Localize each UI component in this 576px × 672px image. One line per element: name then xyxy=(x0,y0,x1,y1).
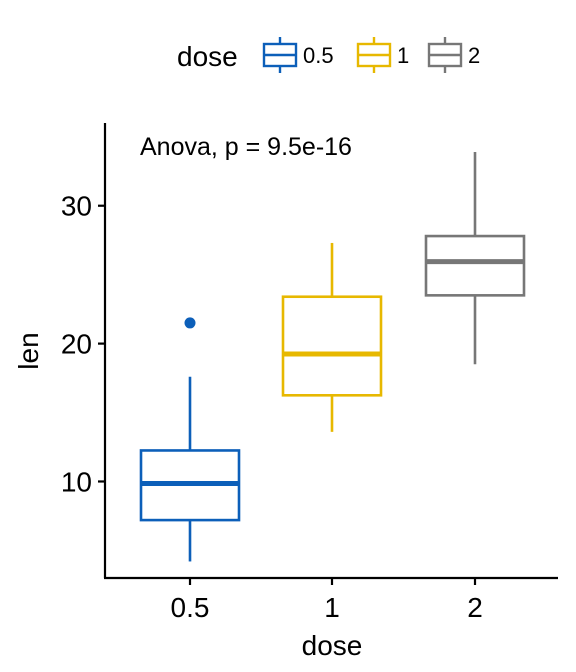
legend-label: 0.5 xyxy=(303,43,334,68)
box-group-1 xyxy=(281,242,383,432)
legend-key-2: 2 xyxy=(427,37,480,73)
box xyxy=(424,234,526,297)
x-axis-ticks: 0.5 1 2 xyxy=(171,578,483,623)
box xyxy=(281,295,383,397)
x-tick-label: 2 xyxy=(467,592,483,623)
box-group-0 xyxy=(139,317,241,562)
legend-key-0: 0.5 xyxy=(262,37,334,73)
anova-annotation: Anova, p = 9.5e-16 xyxy=(140,133,352,161)
plot-area xyxy=(139,151,526,562)
y-axis-ticks: 10 20 30 xyxy=(61,191,105,497)
y-tick-label: 20 xyxy=(61,329,92,360)
legend: dose 0.5 1 2 xyxy=(177,37,480,73)
box-group-2 xyxy=(424,151,526,365)
legend-label: 1 xyxy=(397,43,409,68)
legend-label: 2 xyxy=(468,43,480,68)
legend-title: dose xyxy=(177,41,238,72)
y-tick-label: 30 xyxy=(61,191,92,222)
y-tick-label: 10 xyxy=(61,466,92,497)
y-axis-label: len xyxy=(13,332,44,369)
legend-key-1: 1 xyxy=(356,37,409,73)
x-tick-label: 0.5 xyxy=(171,592,210,623)
outlier-point xyxy=(184,317,196,329)
x-axis-label: dose xyxy=(302,630,363,661)
x-tick-label: 1 xyxy=(324,592,340,623)
